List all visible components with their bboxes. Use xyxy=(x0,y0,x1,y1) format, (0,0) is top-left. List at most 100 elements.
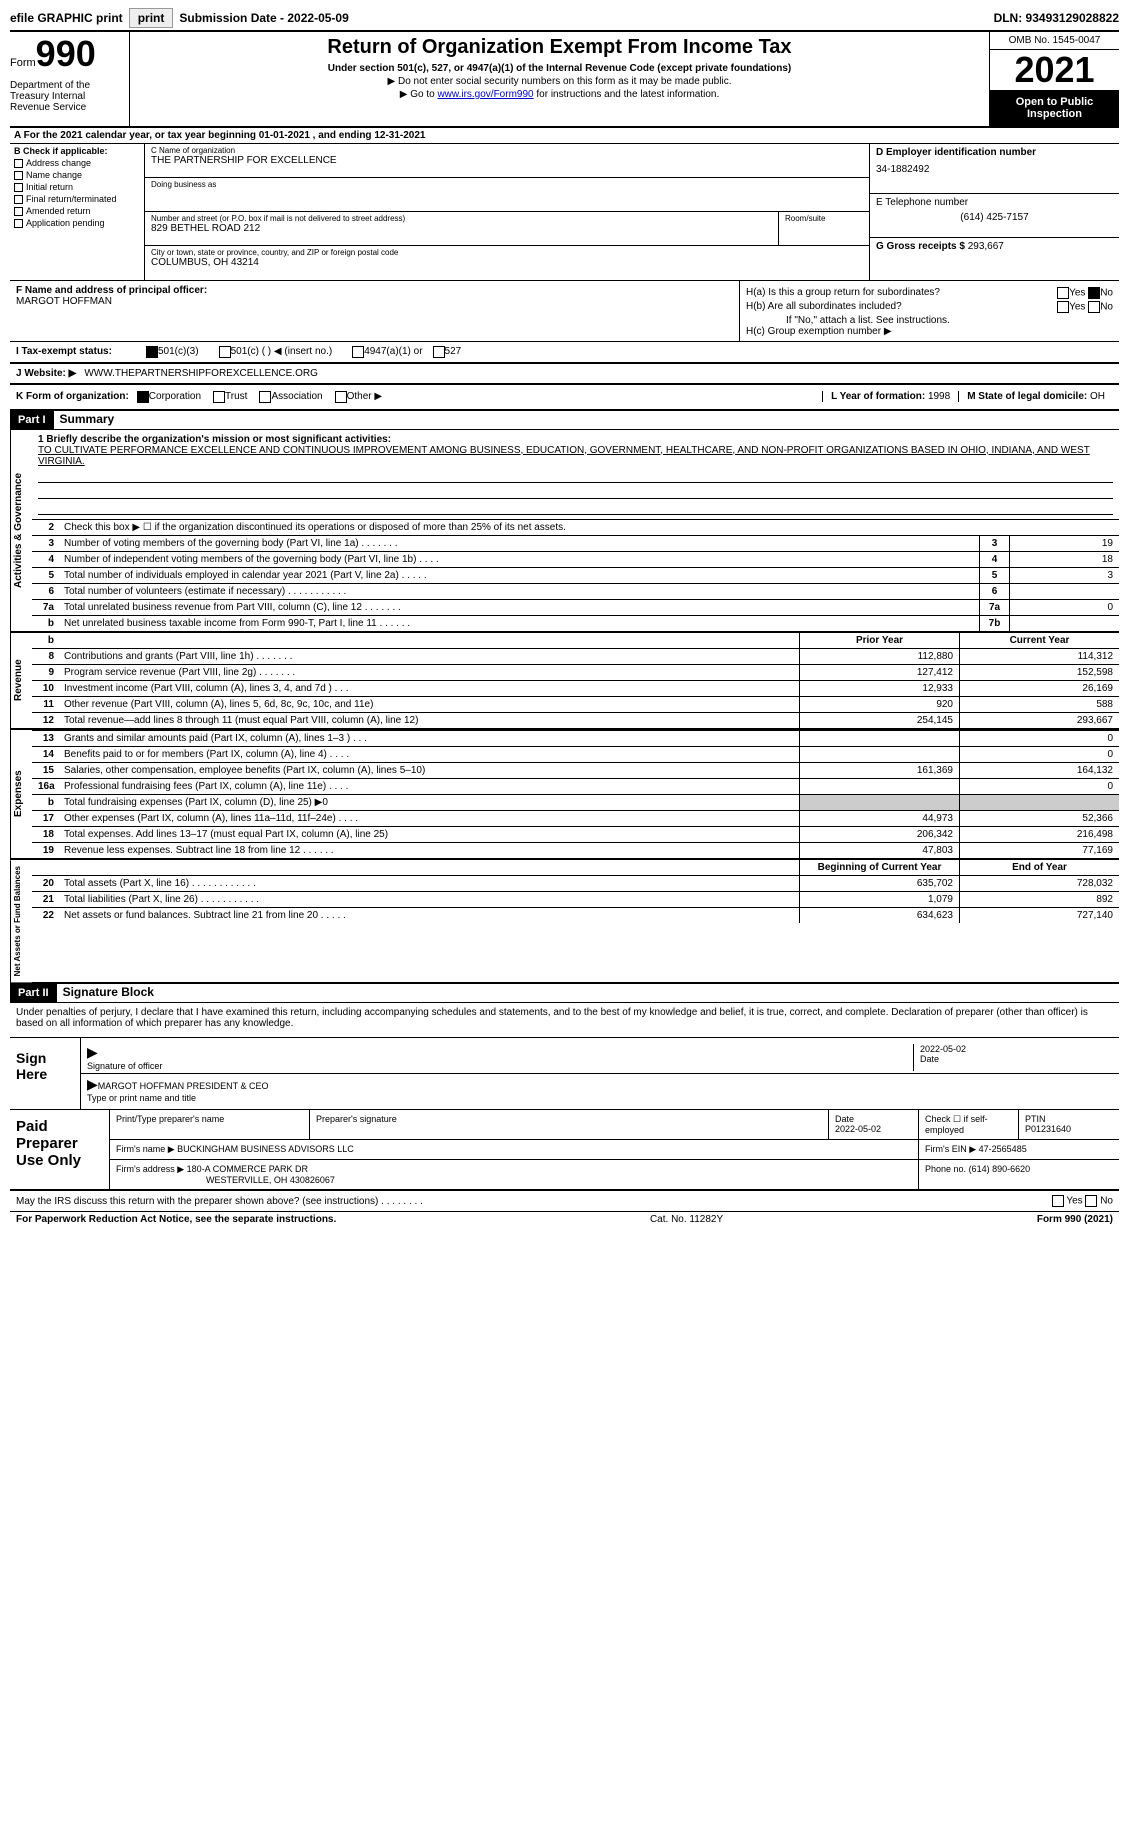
firm-addr1: 180-A COMMERCE PARK DR xyxy=(187,1164,308,1174)
print-button[interactable]: print xyxy=(129,8,174,28)
j-label: J Website: ▶ xyxy=(16,368,76,379)
l-label: L Year of formation: xyxy=(831,391,925,402)
current-year-hdr: Current Year xyxy=(959,633,1119,648)
officer-name: MARGOT HOFFMAN xyxy=(16,296,733,307)
discuss-no[interactable] xyxy=(1085,1195,1097,1207)
subtitle-2a: ▶ Do not enter social security numbers o… xyxy=(136,76,983,87)
subtitle-2b: ▶ Go to www.irs.gov/Form990 for instruct… xyxy=(136,89,983,100)
mission-label: 1 Briefly describe the organization's mi… xyxy=(38,434,1113,445)
ha-label: H(a) Is this a group return for subordin… xyxy=(746,287,940,298)
preparer-name-lbl: Print/Type preparer's name xyxy=(110,1110,310,1139)
prior-year-hdr: Prior Year xyxy=(799,633,959,648)
line2: Check this box ▶ ☐ if the organization d… xyxy=(60,520,1119,535)
e-phone-label: E Telephone number xyxy=(876,197,1113,208)
b-label: B Check if applicable: xyxy=(14,146,140,156)
sig-officer-label: Signature of officer xyxy=(87,1061,162,1071)
phone-value: (614) 425-7157 xyxy=(876,212,1113,223)
ha-no[interactable] xyxy=(1088,287,1100,299)
i-501c[interactable] xyxy=(219,346,231,358)
hc-label: H(c) Group exemption number ▶ xyxy=(746,326,1113,337)
discuss-yes[interactable] xyxy=(1052,1195,1064,1207)
ptin: P01231640 xyxy=(1025,1124,1071,1134)
i-501c3[interactable] xyxy=(146,346,158,358)
d-ein-label: D Employer identification number xyxy=(876,147,1113,158)
firm-name-lbl: Firm's name ▶ xyxy=(116,1144,175,1154)
sign-here: Sign Here xyxy=(10,1038,80,1109)
website: WWW.THEPARTNERSHIPFOREXCELLENCE.ORG xyxy=(84,368,318,379)
prep-date: 2022-05-02 xyxy=(835,1124,881,1134)
firm-ein: 47-2565485 xyxy=(979,1144,1027,1154)
firm-ein-lbl: Firm's EIN ▶ xyxy=(925,1144,976,1154)
self-emp: Check ☐ if self-employed xyxy=(919,1110,1019,1139)
i-527[interactable] xyxy=(433,346,445,358)
hb-label: H(b) Are all subordinates included? xyxy=(746,301,902,312)
mission-text: TO CULTIVATE PERFORMANCE EXCELLENCE AND … xyxy=(38,445,1113,467)
k-corp[interactable] xyxy=(137,391,149,403)
officer-print-name: MARGOT HOFFMAN PRESIDENT & CEO xyxy=(98,1081,269,1091)
f-officer-label: F Name and address of principal officer: xyxy=(16,285,733,296)
irs-link[interactable]: www.irs.gov/Form990 xyxy=(437,89,533,100)
tab-activities: Activities & Governance xyxy=(10,430,32,631)
phone-lbl: Phone no. xyxy=(925,1164,966,1174)
i-4947[interactable] xyxy=(352,346,364,358)
m-label: M State of legal domicile: xyxy=(967,391,1087,402)
h-note: If "No," attach a list. See instructions… xyxy=(786,315,1113,326)
g-gross-label: G Gross receipts $ xyxy=(876,241,965,252)
dba-label: Doing business as xyxy=(151,180,863,189)
tab-net-assets: Net Assets or Fund Balances xyxy=(10,860,32,982)
part1-title: Summary xyxy=(60,412,115,426)
street-address: 829 BETHEL ROAD 212 xyxy=(151,223,772,234)
discuss-question: May the IRS discuss this return with the… xyxy=(16,1196,423,1207)
tab-expenses: Expenses xyxy=(10,730,32,858)
tab-revenue: Revenue xyxy=(10,633,32,728)
cb-final[interactable] xyxy=(14,195,23,204)
eoy-hdr: End of Year xyxy=(959,860,1119,875)
cb-initial[interactable] xyxy=(14,183,23,192)
paid-preparer: Paid Preparer Use Only xyxy=(10,1110,110,1189)
hb-yes[interactable] xyxy=(1057,301,1069,313)
date-label: Date xyxy=(920,1054,939,1064)
submission-date: Submission Date - 2022-05-09 xyxy=(179,11,348,25)
omb-number: OMB No. 1545-0047 xyxy=(990,32,1119,50)
name-title-label: Type or print name and title xyxy=(87,1093,196,1103)
preparer-sig-lbl: Preparer's signature xyxy=(310,1110,829,1139)
boy-hdr: Beginning of Current Year xyxy=(799,860,959,875)
form-footer: Form 990 (2021) xyxy=(1037,1214,1113,1225)
prep-date-lbl: Date xyxy=(835,1114,854,1124)
city-label: City or town, state or province, country… xyxy=(151,248,863,257)
cat-no: Cat. No. 11282Y xyxy=(650,1214,723,1225)
gross-receipts: 293,667 xyxy=(968,241,1004,252)
part2-header: Part II xyxy=(10,984,57,1002)
cb-pending[interactable] xyxy=(14,219,23,228)
cb-name[interactable] xyxy=(14,171,23,180)
firm-phone: (614) 890-6620 xyxy=(969,1164,1031,1174)
ein-value: 34-1882492 xyxy=(876,164,1113,175)
subtitle-1: Under section 501(c), 527, or 4947(a)(1)… xyxy=(136,63,983,74)
firm-name: BUCKINGHAM BUSINESS ADVISORS LLC xyxy=(177,1144,354,1154)
org-name: THE PARTNERSHIP FOR EXCELLENCE xyxy=(151,155,863,166)
perjury-text: Under penalties of perjury, I declare th… xyxy=(10,1002,1119,1033)
hb-no[interactable] xyxy=(1088,301,1100,313)
dln: DLN: 93493129028822 xyxy=(994,11,1119,25)
dept-treasury: Department of the Treasury Internal Reve… xyxy=(10,80,125,113)
year-formed: 1998 xyxy=(928,391,950,402)
firm-addr2: WESTERVILLE, OH 430826067 xyxy=(206,1175,335,1185)
part1-header: Part I xyxy=(10,411,54,429)
form-word: Form xyxy=(10,57,36,69)
sig-date: 2022-05-02 xyxy=(920,1044,966,1054)
k-trust[interactable] xyxy=(213,391,225,403)
k-label: K Form of organization: xyxy=(16,391,129,402)
cb-address[interactable] xyxy=(14,159,23,168)
k-assoc[interactable] xyxy=(259,391,271,403)
room-label: Room/suite xyxy=(785,214,863,223)
cb-amended[interactable] xyxy=(14,207,23,216)
addr-label: Number and street (or P.O. box if mail i… xyxy=(151,214,772,223)
ha-yes[interactable] xyxy=(1057,287,1069,299)
city-state-zip: COLUMBUS, OH 43214 xyxy=(151,257,863,268)
i-label: I Tax-exempt status: xyxy=(16,346,146,358)
k-other[interactable] xyxy=(335,391,347,403)
tax-year: 2021 xyxy=(990,50,1119,90)
firm-addr-lbl: Firm's address ▶ xyxy=(116,1164,184,1174)
state-domicile: OH xyxy=(1090,391,1105,402)
row-a-calendar-year: A For the 2021 calendar year, or tax yea… xyxy=(10,126,1119,143)
